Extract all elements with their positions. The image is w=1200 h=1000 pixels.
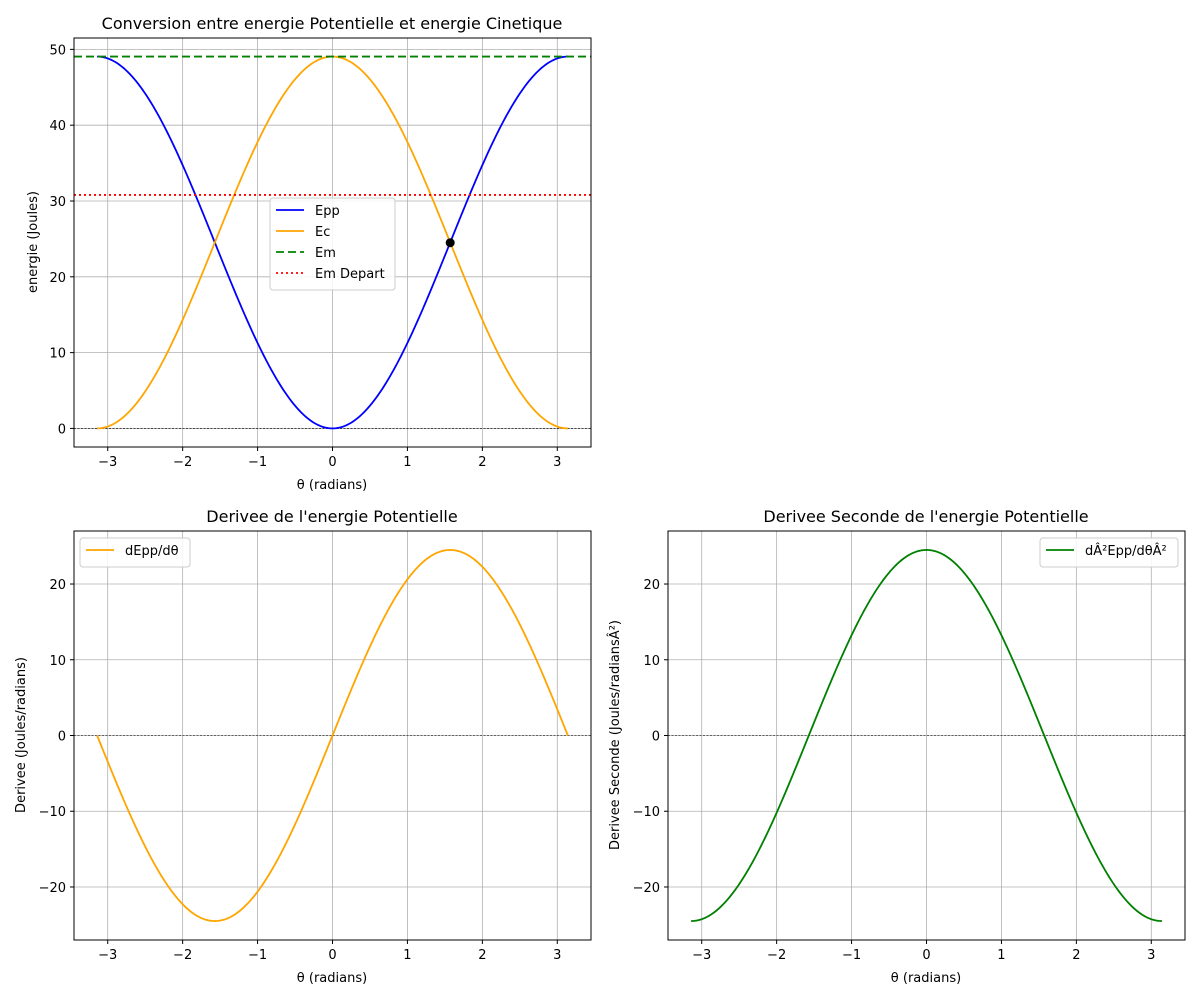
plot2-x-tick-label: 0 bbox=[328, 948, 336, 963]
plot2-x-axis-label: θ (radians) bbox=[297, 971, 367, 986]
plot2-y-tick-label: −20 bbox=[39, 881, 66, 896]
plot3-series-d-epp-d--line bbox=[691, 549, 1162, 922]
plot1-x-tick-label: 1 bbox=[403, 455, 411, 470]
plot3-x-tick-label: 0 bbox=[922, 948, 930, 963]
plot3-y-tick-label: 20 bbox=[643, 578, 660, 593]
plot3-x-axis-label: θ (radians) bbox=[891, 971, 961, 986]
plot1-x-tick-label: −3 bbox=[98, 455, 117, 470]
plot1-y-tick-label: 20 bbox=[49, 271, 66, 286]
plot2-legend-label: dEpp/dθ bbox=[125, 544, 179, 559]
plot1-legend-label: Em Depart bbox=[315, 267, 385, 282]
plot1-y-tick-label: 10 bbox=[49, 347, 66, 362]
plot3-y-tick-label: −20 bbox=[633, 881, 660, 896]
plot1-x-tick-label: 2 bbox=[478, 455, 486, 470]
plot2-x-tick-label: −3 bbox=[98, 948, 117, 963]
plot2-x-tick-label: 1 bbox=[403, 948, 411, 963]
plot1-x-axis-label: θ (radians) bbox=[297, 478, 367, 493]
plot1-marker-point bbox=[445, 238, 455, 248]
plot1-x-tick-label: −2 bbox=[173, 455, 192, 470]
plot2-x-tick-label: −1 bbox=[248, 948, 267, 963]
plot1-y-axis-label: energie (Joules) bbox=[26, 191, 41, 293]
plot1-y-tick-label: 50 bbox=[49, 43, 66, 58]
plot1-y-tick-label: 30 bbox=[49, 195, 66, 210]
plot2-x-tick-label: 2 bbox=[478, 948, 486, 963]
plot1-x-tick-label: −1 bbox=[248, 455, 267, 470]
plot2-y-tick-label: 20 bbox=[49, 578, 66, 593]
plot3-x-tick-label: −1 bbox=[842, 948, 861, 963]
plot3-y-tick-label: −10 bbox=[633, 805, 660, 820]
plot3-x-tick-label: 2 bbox=[1072, 948, 1080, 963]
plot3-x-tick-label: −2 bbox=[767, 948, 786, 963]
plot1-y-tick-label: 0 bbox=[58, 422, 66, 437]
plot1-legend-label: Em bbox=[315, 246, 336, 261]
plot1-x-tick-label: 0 bbox=[328, 455, 336, 470]
plot2-y-tick-label: 10 bbox=[49, 654, 66, 669]
plot1-legend-label: Epp bbox=[315, 204, 340, 219]
plot3-legend-label: dÂ²Epp/dθÂ² bbox=[1085, 543, 1167, 559]
plot2-legend-box bbox=[79, 537, 191, 568]
plot3-x-tick-label: 1 bbox=[997, 948, 1005, 963]
plot1-y-tick-label: 40 bbox=[49, 119, 66, 134]
plot3-y-tick-label: 10 bbox=[643, 654, 660, 669]
plot1-title: Conversion entre energie Potentielle et … bbox=[102, 14, 563, 33]
plot2-y-tick-label: 0 bbox=[58, 730, 66, 745]
plot3-legend-box bbox=[1039, 537, 1179, 568]
plot2-y-axis-label: Derivee (Joules/radians) bbox=[14, 657, 29, 813]
plot1-legend-box bbox=[269, 197, 396, 291]
plot1-x-tick-label: 3 bbox=[553, 455, 561, 470]
plot2-series-depp-d--line bbox=[96, 549, 569, 922]
plot2-x-tick-label: −2 bbox=[173, 948, 192, 963]
plot3-x-tick-label: 3 bbox=[1147, 948, 1155, 963]
plot2-y-tick-label: −10 bbox=[39, 805, 66, 820]
plot3-title: Derivee Seconde de l'energie Potentielle bbox=[763, 507, 1088, 526]
plot2-title: Derivee de l'energie Potentielle bbox=[206, 507, 457, 526]
plot3-y-tick-label: 0 bbox=[652, 730, 660, 745]
plot1-series-epp-line bbox=[97, 55, 568, 430]
plot1-legend-label: Ec bbox=[315, 225, 330, 240]
plot3-x-tick-label: −3 bbox=[692, 948, 711, 963]
plot2-x-tick-label: 3 bbox=[553, 948, 561, 963]
plot3-y-axis-label: Derivee Seconde (Joules/radiansÂ²) bbox=[607, 620, 623, 850]
